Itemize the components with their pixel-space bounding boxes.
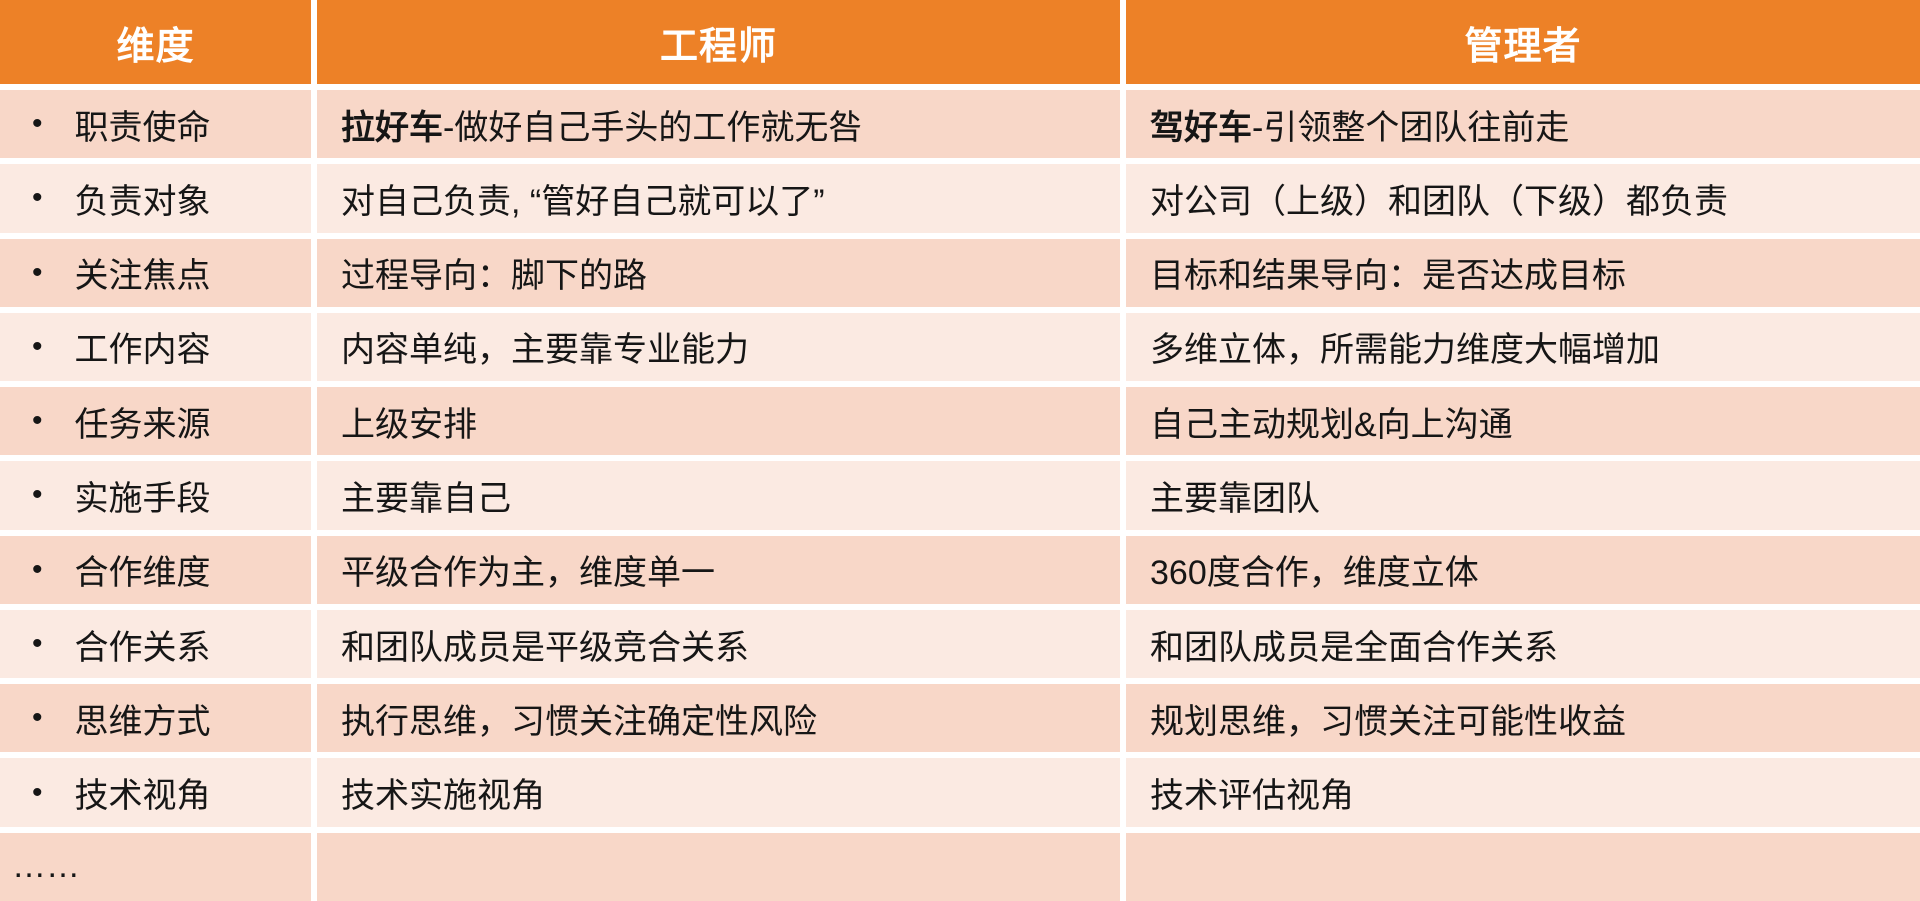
manager-text: 360度合作，维度立体: [1150, 554, 1479, 593]
engineer-cell: 过程导向：脚下的路: [317, 238, 1120, 307]
engineer-cell: 内容单纯，主要靠专业能力: [317, 312, 1120, 382]
manager-cell: 多维立体，所需能力维度大幅增加: [1126, 312, 1920, 382]
dimension-label: 合作关系: [74, 628, 211, 667]
engineer-cell: 上级安排: [317, 387, 1120, 456]
dimension-cell: • 合作关系: [0, 609, 311, 679]
engineer-cell: [317, 832, 1120, 901]
manager-cell: [1126, 832, 1920, 901]
dimension-label: 负责对象: [74, 182, 211, 221]
manager-cell: 360度合作，维度立体: [1126, 535, 1920, 604]
engineer-text: 对自己负责, “管好自己就可以了”: [341, 182, 825, 221]
bullet-icon: •: [32, 107, 43, 141]
bullet-icon: •: [32, 329, 43, 363]
dimension-cell: • 职责使命: [0, 90, 311, 159]
bullet-icon: •: [32, 404, 43, 438]
manager-text: 对公司（上级）和团队（下级）都负责: [1150, 182, 1728, 221]
manager-cell: 和团队成员是全面合作关系: [1126, 609, 1920, 679]
dimension-label: 工作内容: [74, 331, 211, 370]
column-header-dimension: 维度: [0, 0, 311, 84]
manager-text: 主要靠团队: [1150, 479, 1320, 518]
bullet-icon: •: [32, 552, 43, 586]
manager-bold-text: 驾好车: [1150, 108, 1252, 147]
bullet-icon: •: [32, 255, 43, 289]
engineer-text: 平级合作为主，维度单一: [341, 554, 715, 593]
manager-cell: 主要靠团队: [1126, 461, 1920, 530]
dimension-cell: • 负责对象: [0, 164, 311, 233]
manager-text: 和团队成员是全面合作关系: [1150, 628, 1558, 667]
column-header-manager: 管理者: [1126, 0, 1920, 84]
manager-cell: 自己主动规划&向上沟通: [1126, 387, 1920, 456]
dimension-cell: • 任务来源: [0, 387, 311, 456]
bullet-icon: •: [32, 627, 43, 661]
engineer-text: 内容单纯，主要靠专业能力: [341, 331, 749, 370]
manager-cell: 驾好车 -引领整个团队往前走: [1126, 90, 1920, 159]
engineer-text: 过程导向：脚下的路: [341, 257, 647, 296]
dimension-cell: • 工作内容: [0, 312, 311, 382]
manager-text: 技术评估视角: [1150, 777, 1354, 816]
dimension-label: 职责使命: [74, 108, 211, 147]
dimension-label: 实施手段: [74, 479, 211, 518]
dimension-label: 思维方式: [74, 702, 211, 741]
column-header-label: 管理者: [1464, 25, 1582, 68]
column-header-label: 工程师: [659, 25, 777, 68]
dimension-label: 合作维度: [74, 554, 211, 593]
engineer-text: 技术实施视角: [341, 777, 545, 816]
dimension-cell-ellipsis: ……: [0, 832, 311, 901]
engineer-text: 执行思维，习惯关注确定性风险: [341, 702, 817, 741]
manager-cell: 技术评估视角: [1126, 758, 1920, 827]
manager-cell: 规划思维，习惯关注可能性收益: [1126, 684, 1920, 753]
manager-text: 目标和结果导向：是否达成目标: [1150, 257, 1626, 296]
column-header-engineer: 工程师: [317, 0, 1120, 84]
dimension-cell: • 合作维度: [0, 535, 311, 604]
bullet-icon: •: [32, 775, 43, 809]
engineer-text: -做好自己手头的工作就无咎: [443, 108, 863, 147]
bullet-icon: •: [32, 181, 43, 215]
engineer-cell: 执行思维，习惯关注确定性风险: [317, 684, 1120, 753]
manager-cell: 目标和结果导向：是否达成目标: [1126, 238, 1920, 307]
manager-text: 规划思维，习惯关注可能性收益: [1150, 702, 1626, 741]
dimension-label: 任务来源: [74, 405, 211, 444]
dimension-cell: • 思维方式: [0, 684, 311, 753]
engineer-text: 和团队成员是平级竞合关系: [341, 628, 749, 667]
dimension-label: 技术视角: [74, 777, 211, 816]
engineer-cell: 和团队成员是平级竞合关系: [317, 609, 1120, 679]
bullet-icon: •: [32, 478, 43, 512]
dimension-cell: • 技术视角: [0, 758, 311, 827]
engineer-bold-text: 拉好车: [341, 108, 443, 147]
column-header-label: 维度: [116, 25, 195, 68]
manager-text: 多维立体，所需能力维度大幅增加: [1150, 331, 1660, 370]
dimension-label: 关注焦点: [74, 257, 211, 296]
manager-text: -引领整个团队往前走: [1252, 108, 1570, 147]
bullet-icon: •: [32, 701, 43, 735]
engineer-text: 上级安排: [341, 405, 477, 444]
dimension-cell: • 实施手段: [0, 461, 311, 530]
engineer-cell: 平级合作为主，维度单一: [317, 535, 1120, 604]
engineer-cell: 技术实施视角: [317, 758, 1120, 827]
manager-text: 自己主动规划&向上沟通: [1150, 405, 1513, 444]
manager-cell: 对公司（上级）和团队（下级）都负责: [1126, 164, 1920, 233]
dimension-cell: • 关注焦点: [0, 238, 311, 307]
engineer-cell: 主要靠自己: [317, 461, 1120, 530]
engineer-cell: 拉好车 -做好自己手头的工作就无咎: [317, 90, 1120, 159]
engineer-text: 主要靠自己: [341, 479, 511, 518]
ellipsis-label: ……: [12, 847, 80, 886]
engineer-cell: 对自己负责, “管好自己就可以了”: [317, 164, 1120, 233]
